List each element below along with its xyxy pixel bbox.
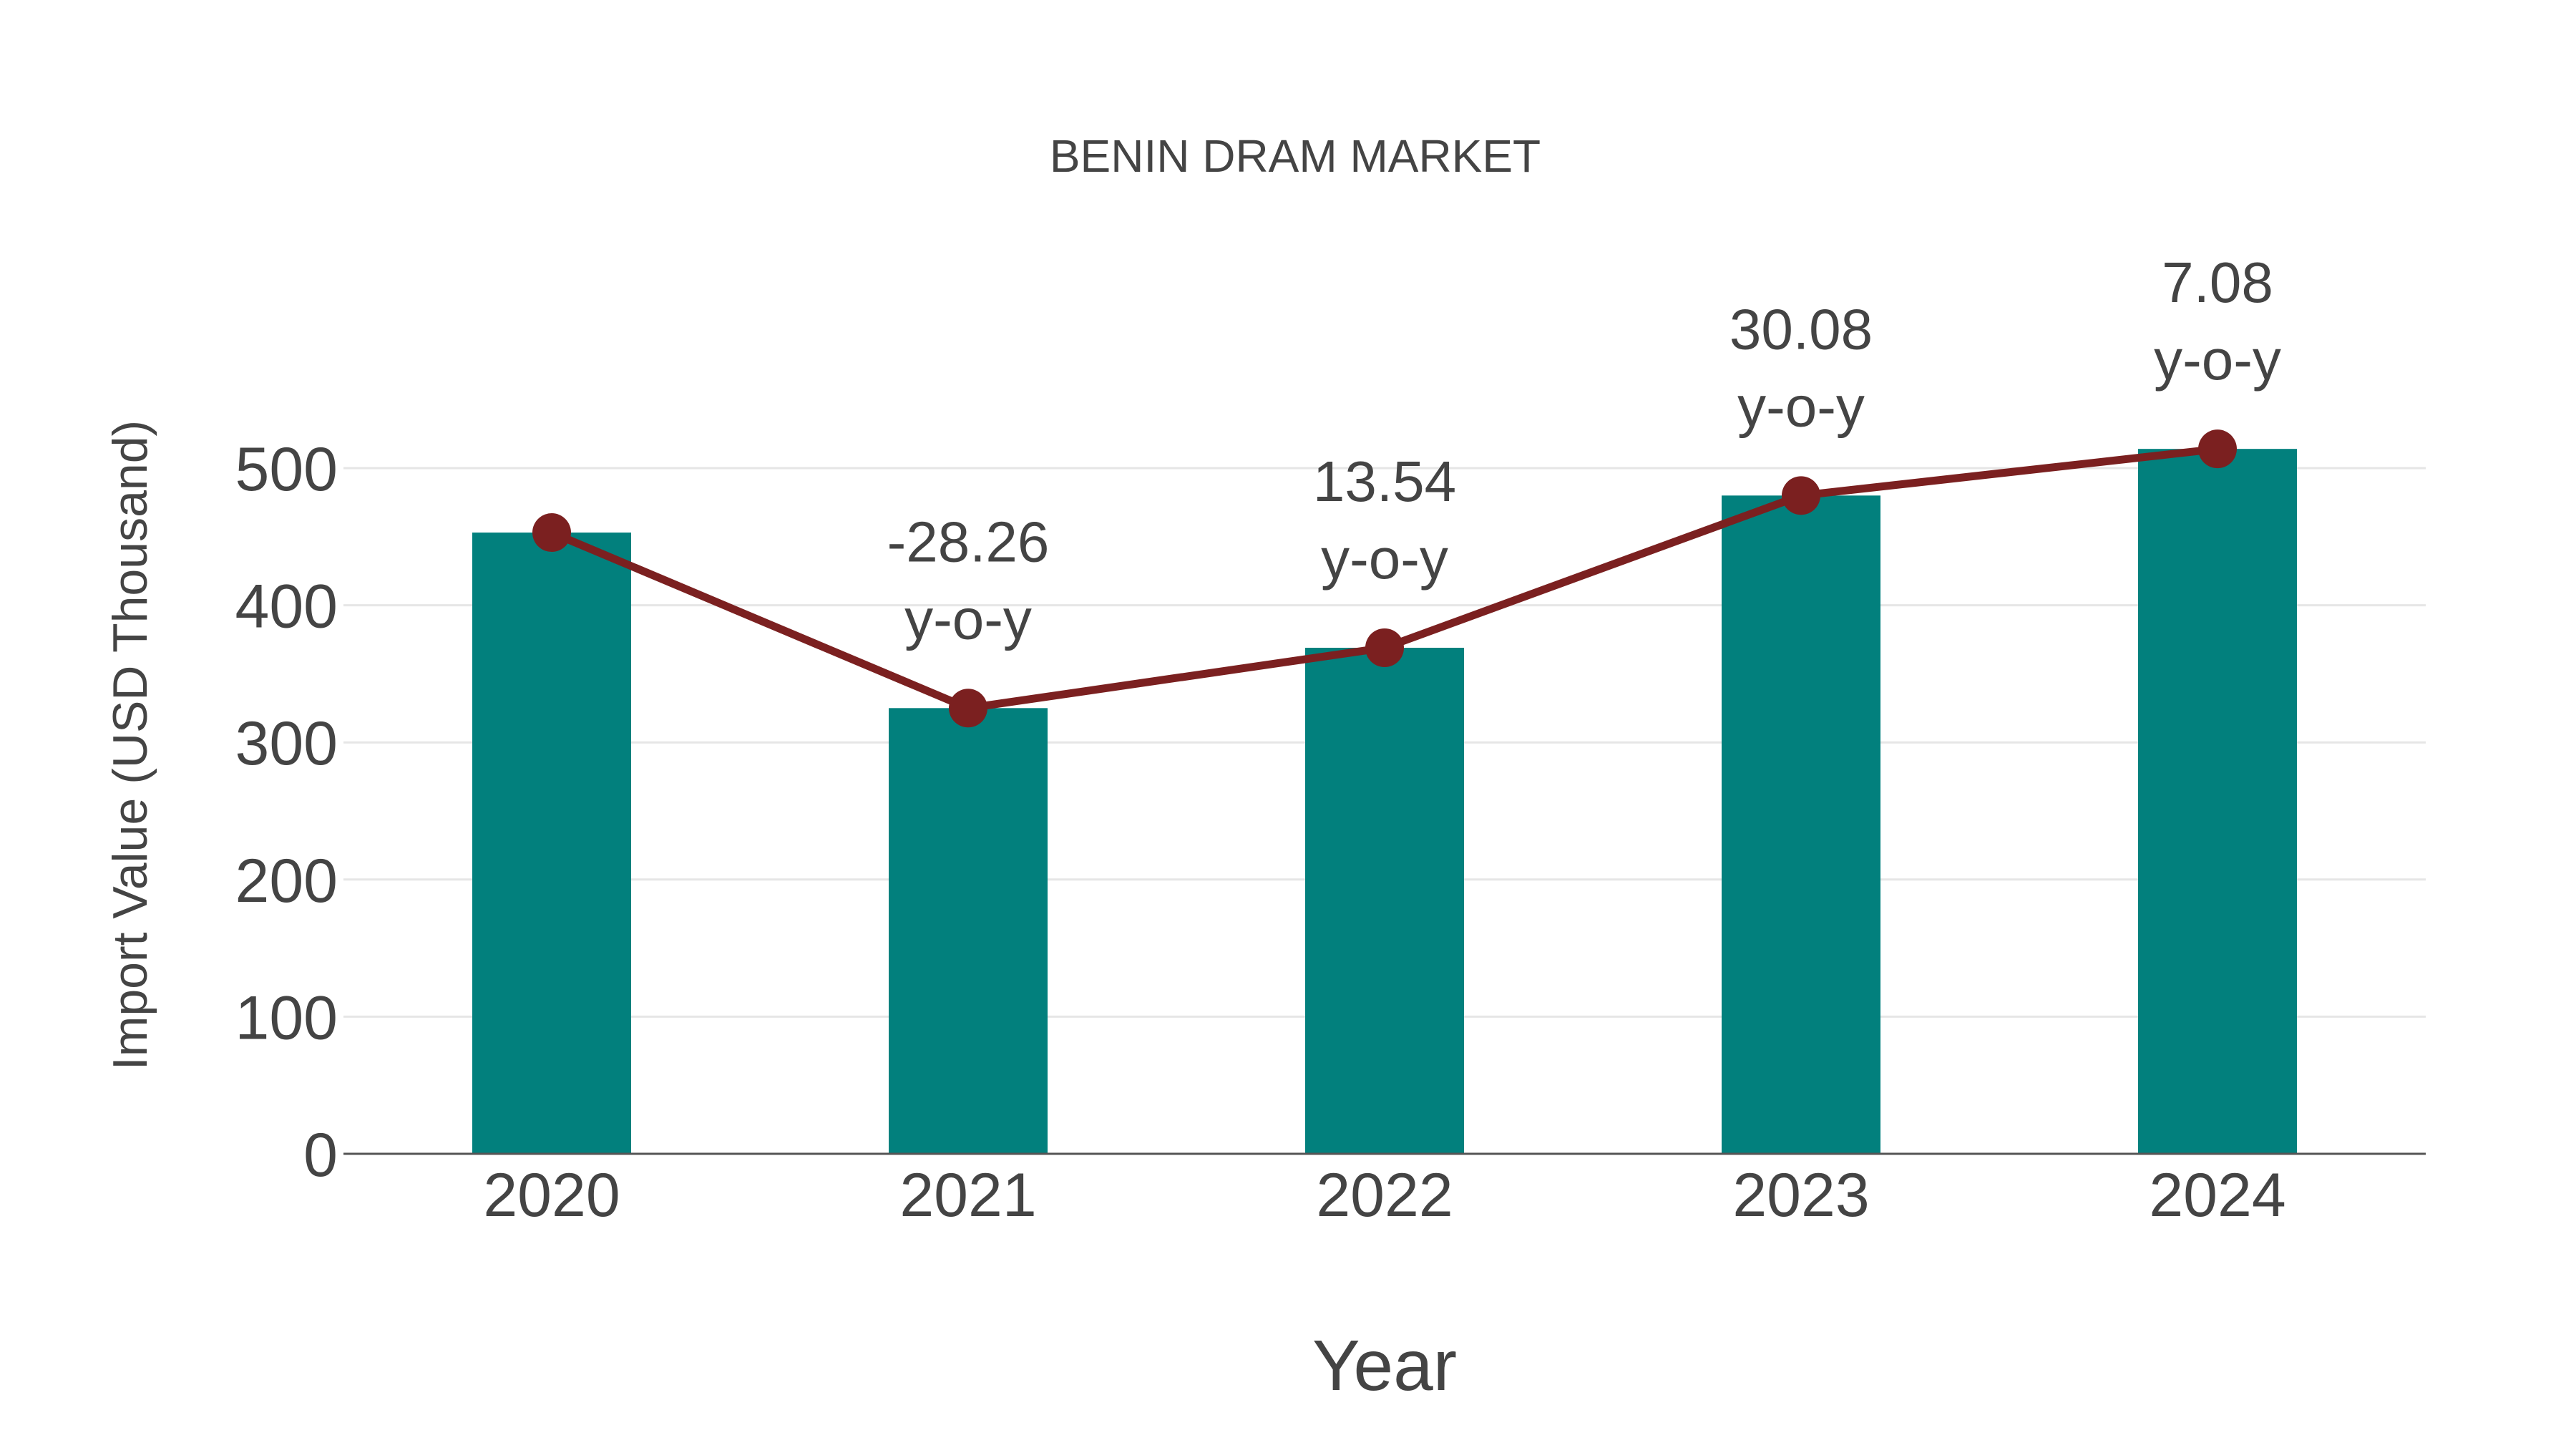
y-tick-label: 200 [235, 847, 338, 915]
annotation-value: -28.26 [887, 510, 1050, 573]
x-tick-label: 2020 [483, 1161, 620, 1230]
marker-2020[interactable] [532, 513, 571, 553]
bar-2020[interactable] [472, 533, 631, 1154]
marker-2023[interactable] [1782, 476, 1820, 515]
annotation-suffix: y-o-y [904, 587, 1032, 651]
x-tick-label: 2021 [899, 1161, 1036, 1230]
annotation-suffix: y-o-y [1737, 374, 1865, 438]
marker-2021[interactable] [949, 689, 987, 728]
x-axis-ticks: 2020 2021 2022 2023 2024 [483, 1161, 2285, 1230]
bar-series [472, 449, 2297, 1154]
marker-2022[interactable] [1365, 628, 1404, 667]
annotation-value: 13.54 [1313, 449, 1456, 513]
annotation-value: 7.08 [2162, 251, 2273, 314]
line-series [532, 429, 2237, 728]
annotation-value: 30.08 [1729, 297, 1873, 361]
bar-2024[interactable] [2138, 449, 2297, 1154]
y-axis-title: Import Value (USD Thousand) [103, 420, 157, 1070]
y-tick-label: 100 [235, 983, 338, 1052]
bar-2022[interactable] [1305, 647, 1464, 1154]
x-tick-label: 2023 [1732, 1161, 1869, 1230]
annotation-suffix: y-o-y [2154, 328, 2281, 392]
bar-2023[interactable] [1722, 495, 1880, 1154]
y-axis-ticks: 0 100 200 300 400 500 [235, 435, 338, 1190]
yoy-annotations: -28.26 y-o-y 13.54 y-o-y 30.08 y-o-y 7.08 y-o-y [887, 251, 2281, 651]
chart-title: BENIN DRAM MARKET [1050, 130, 1541, 182]
y-tick-label: 0 [303, 1121, 338, 1190]
x-tick-label: 2024 [2149, 1161, 2285, 1230]
bar-2021[interactable] [889, 708, 1048, 1154]
x-axis-title: Year [1312, 1326, 1457, 1406]
annotation-suffix: y-o-y [1321, 527, 1448, 591]
y-tick-label: 300 [235, 709, 338, 778]
marker-2024[interactable] [2198, 429, 2237, 469]
y-tick-label: 400 [235, 573, 338, 641]
x-tick-label: 2022 [1316, 1161, 1453, 1230]
y-tick-label: 500 [235, 435, 338, 504]
